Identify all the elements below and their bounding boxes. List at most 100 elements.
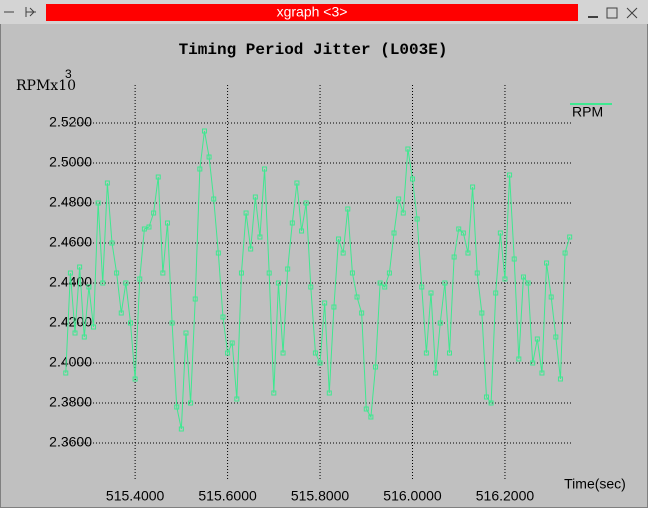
data-point: [410, 176, 416, 182]
data-point: [419, 284, 425, 290]
data-point: [373, 364, 379, 370]
data-point: [215, 250, 221, 256]
data-point: [100, 280, 106, 286]
chart-title: Timing Period Jitter (L003E): [179, 41, 448, 59]
data-point: [377, 280, 383, 286]
data-point: [225, 350, 231, 356]
data-point: [266, 270, 272, 276]
maximize-button[interactable]: [606, 7, 618, 19]
data-point: [280, 350, 286, 356]
data-point: [363, 406, 369, 412]
data-point: [470, 184, 476, 190]
data-point: [557, 376, 563, 382]
data-point: [465, 250, 471, 256]
data-point: [220, 314, 226, 320]
data-point: [479, 310, 485, 316]
x-tick-label: 515.8000: [291, 488, 350, 504]
data-point: [534, 336, 540, 342]
data-point: [86, 284, 92, 290]
data-point: [359, 310, 365, 316]
data-point: [127, 320, 133, 326]
y-tick-label: 2.3800: [49, 394, 92, 410]
data-point: [137, 276, 143, 282]
data-point: [548, 294, 554, 300]
data-point: [109, 240, 115, 246]
window-menu-icon[interactable]: [4, 7, 36, 17]
data-point: [188, 400, 194, 406]
data-point: [451, 254, 457, 260]
data-point: [520, 274, 526, 280]
data-point: [271, 390, 277, 396]
data-point: [386, 270, 392, 276]
data-point: [354, 294, 360, 300]
data-point: [197, 166, 203, 172]
data-point: [414, 216, 420, 222]
data-point: [178, 426, 184, 432]
y-tick-label: 2.3600: [49, 434, 92, 450]
x-tick-label: 516.2000: [476, 488, 535, 504]
close-button[interactable]: [626, 7, 638, 19]
data-point: [474, 270, 480, 276]
data-point: [262, 166, 268, 172]
data-point: [243, 210, 249, 216]
data-point: [155, 174, 161, 180]
data-point: [460, 230, 466, 236]
data-point: [493, 290, 499, 296]
data-point: [211, 196, 217, 202]
data-point: [95, 200, 101, 206]
data-point: [446, 350, 452, 356]
x-tick-label: 515.4000: [106, 488, 165, 504]
data-point: [114, 270, 120, 276]
data-point: [183, 330, 189, 336]
data-point: [433, 370, 439, 376]
y-axis-exponent: 3: [65, 67, 72, 81]
title-highlight: [46, 4, 578, 21]
y-tick-label: 2.4800: [49, 194, 92, 210]
data-point: [77, 264, 83, 270]
data-point: [405, 146, 411, 152]
data-point: [303, 200, 309, 206]
data-point: [164, 220, 170, 226]
data-point: [382, 284, 388, 290]
data-point: [326, 390, 332, 396]
data-point: [146, 224, 152, 230]
data-point: [516, 356, 522, 362]
data-point: [391, 230, 397, 236]
data-point: [544, 260, 550, 266]
data-point: [299, 228, 305, 234]
data-point: [456, 226, 462, 232]
data-point: [525, 280, 531, 286]
data-point: [317, 360, 323, 366]
data-point: [257, 234, 263, 240]
data-point: [81, 334, 87, 340]
y-tick-label: 2.5200: [49, 114, 92, 130]
data-point: [322, 300, 328, 306]
y-axis-label: RPMx10: [16, 78, 76, 94]
data-point: [160, 270, 166, 276]
data-point: [442, 280, 448, 286]
data-point: [229, 340, 235, 346]
x-tick-label: 515.6000: [198, 488, 257, 504]
data-point: [294, 180, 300, 186]
data-point: [151, 210, 157, 216]
data-point: [201, 128, 207, 134]
x-axis-label: Time(sec): [564, 476, 626, 492]
data-point: [511, 256, 517, 262]
data-point: [423, 350, 429, 356]
y-tick-label: 2.4000: [49, 354, 92, 370]
data-point: [396, 196, 402, 202]
data-point: [91, 324, 97, 330]
data-point: [123, 280, 129, 286]
data-point: [507, 172, 513, 178]
data-point: [483, 394, 489, 400]
data-point: [234, 396, 240, 402]
data-point: [567, 234, 573, 240]
data-point: [437, 320, 443, 326]
data-point: [275, 280, 281, 286]
data-point: [368, 414, 374, 420]
y-tick-label: 2.4200: [49, 314, 92, 330]
data-point: [206, 154, 212, 160]
y-tick-label: 2.5000: [49, 154, 92, 170]
data-point: [331, 304, 337, 310]
